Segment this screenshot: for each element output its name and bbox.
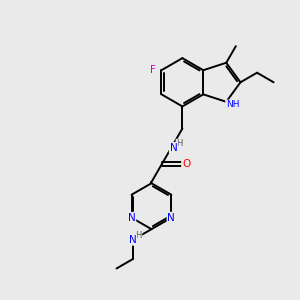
Text: N: N <box>167 213 175 223</box>
Text: NH: NH <box>226 100 239 109</box>
Text: O: O <box>182 159 190 169</box>
Text: H: H <box>135 231 142 240</box>
Text: N: N <box>129 235 136 245</box>
Text: F: F <box>150 65 156 75</box>
Text: N: N <box>128 213 136 223</box>
Text: N: N <box>170 143 177 153</box>
Text: H: H <box>176 140 183 148</box>
